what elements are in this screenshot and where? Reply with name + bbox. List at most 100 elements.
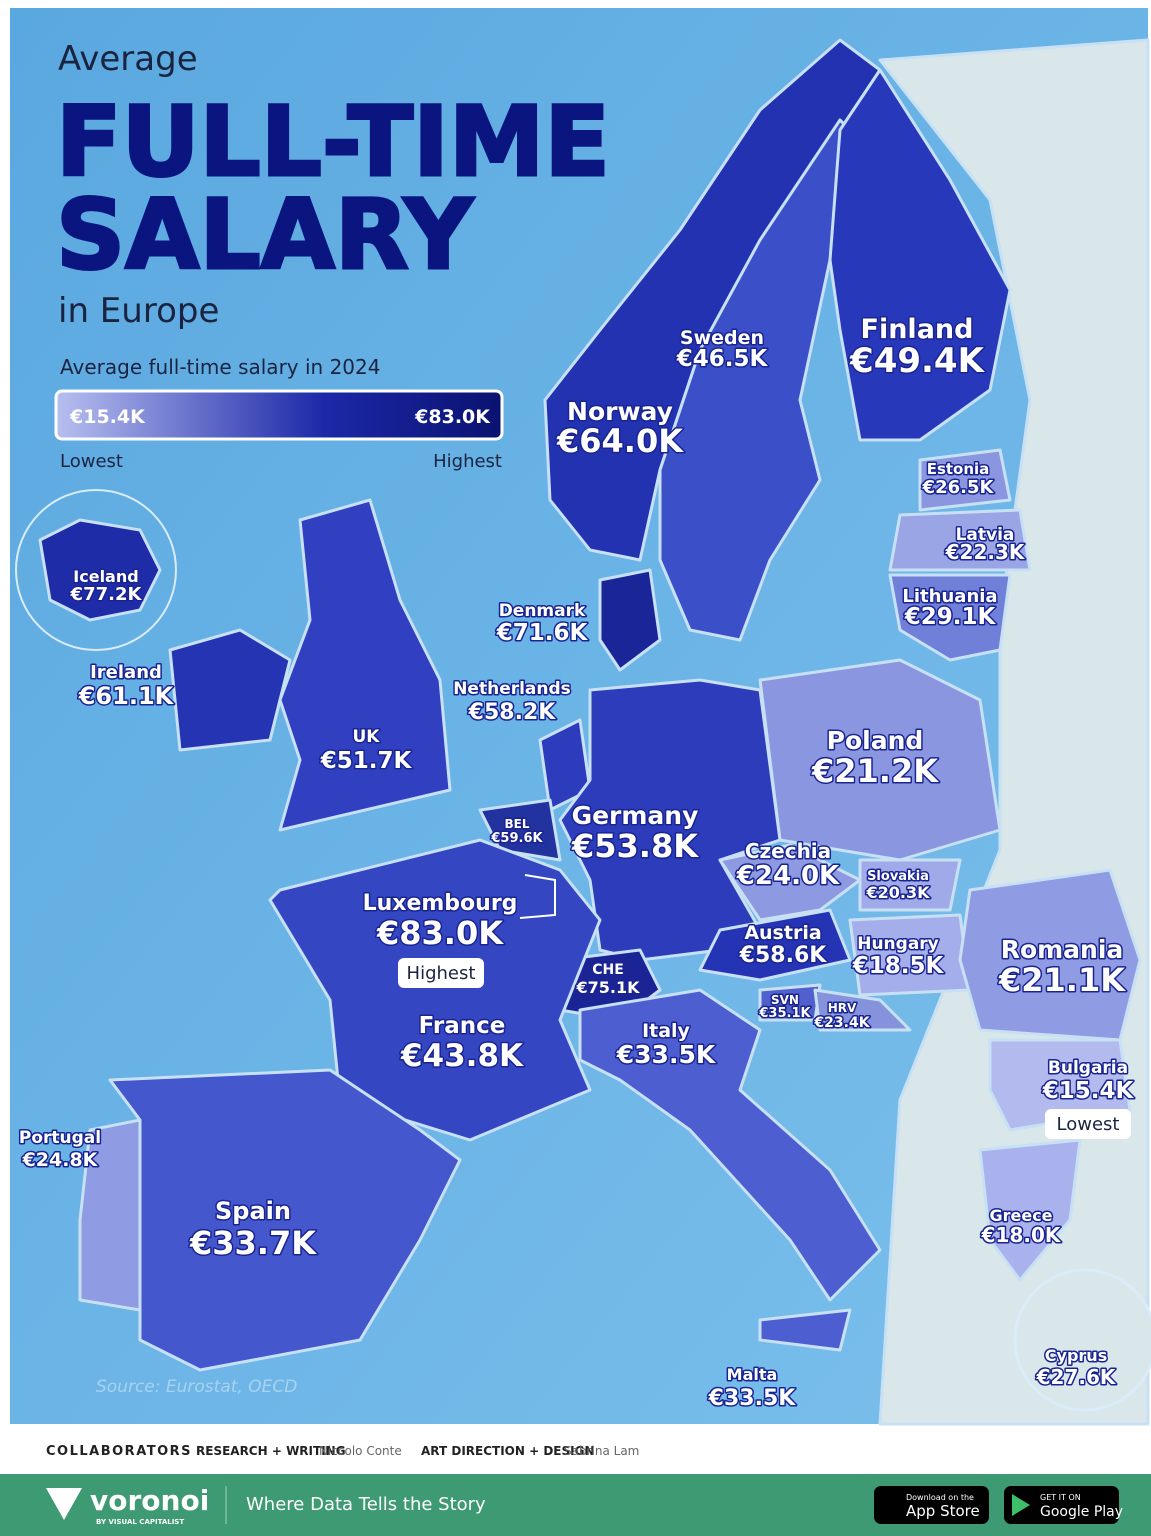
country-salary: €33.7K [189,1224,317,1262]
country-name: Finland [861,314,974,345]
country-name: UK [353,727,381,747]
spain [108,1068,462,1372]
tagline: Where Data Tells the Story [246,1494,486,1515]
credits-person: Niccolo Conte [319,1444,402,1458]
credits-role: ART DIRECTION + DESIGN [421,1444,594,1458]
country-name: Spain [215,1197,291,1225]
country-salary: €24.8K [22,1149,99,1171]
country-name: Norway [567,397,673,426]
play-big: Google Play [1040,1504,1123,1520]
google-play-button[interactable] [1004,1486,1119,1524]
austria [698,908,852,982]
iceland-inset [15,489,177,651]
denmark [598,568,662,672]
iceland [38,518,162,622]
kicker: Average [58,39,198,79]
country-name: Germany [572,801,699,830]
country-name: Poland [827,726,924,755]
country-name: Cyprus [1045,1346,1107,1365]
country-salary: €46.5K [676,346,769,372]
portugal [78,1118,142,1312]
country-name: Austria [744,922,821,944]
latvia [888,508,1032,572]
country-salary: €15.4K [1042,1078,1135,1104]
country-salary: €27.6K [1036,1365,1117,1389]
legend-bar [54,389,504,441]
badge-bg [398,958,484,988]
sicily [758,1308,852,1352]
map [15,38,1151,1426]
credits-label: COLLABORATORS [46,1444,192,1459]
legend-low: Lowest [60,451,123,472]
country-name: BEL [505,817,530,831]
play-small: GET IT ON [1040,1493,1081,1502]
country-name: Lithuania [902,586,997,607]
country-salary: €24.0K [736,861,840,891]
title-line: FULL-TIME [56,86,610,198]
uk [278,498,452,832]
title-line: SALARY [56,179,475,291]
badge-bg [1045,1109,1131,1139]
country-salary: €75.1K [575,978,640,997]
country-salary: €58.6K [739,943,828,968]
country-salary: €20.3K [865,883,930,902]
country-salary: €43.8K [400,1038,524,1074]
legend-max: €83.0K [414,406,491,428]
country-labels: Sweden€46.5K Finland€49.4K Norway€64.0K Est… [17,313,1136,1413]
country-salary: €64.0K [556,422,684,460]
play-icon [1012,1494,1030,1516]
country-name: CHE [592,962,624,978]
country-name: Czechia [745,839,831,863]
country-name: Malta [727,1365,778,1384]
country-salary: €59.6K [490,831,543,846]
app-big: App Store [906,1502,980,1520]
country-salary: €18.5K [852,953,945,979]
country-salary: €51.7K [320,748,413,774]
subtitle: in Europe [58,291,219,331]
badge-lowest: Lowest [1057,1114,1120,1135]
country-name: Italy [642,1020,690,1042]
czechia [718,843,862,922]
country-salary: €61.1K [78,682,175,710]
country-name: HRV [828,1001,857,1015]
leader-line [519,874,556,919]
estonia [918,448,1012,512]
country-salary: €33.5K [708,1386,797,1411]
country-salary: €77.2K [70,584,143,605]
country-name: France [419,1013,506,1039]
country-name: Slovakia [867,869,929,884]
brand: voronoi [90,1484,209,1517]
country-name: Romania [1001,935,1124,964]
slovenia [758,983,822,1022]
country-name: Sweden [680,327,764,349]
country-salary: €21.2K [811,752,939,790]
sweden [658,118,882,642]
country-name: Portugal [19,1128,101,1148]
country-salary: €58.2K [468,700,557,725]
logo-mark [46,1488,82,1520]
country-salary: €83.0K [376,914,504,952]
country-name: Hungary [857,934,939,954]
country-salary: €71.6K [496,620,589,646]
slovakia [858,858,962,912]
app-store-button[interactable] [874,1486,989,1524]
legend-min: €15.4K [69,406,146,428]
country-salary: €29.1K [904,604,997,630]
greece [978,1138,1082,1282]
credits-person: Sabrina Lam [564,1444,639,1458]
brand-sub: BY VISUAL CAPITALIST [96,1518,184,1526]
country-name: Denmark [499,601,586,621]
croatia [813,988,912,1032]
country-salary: €18.0K [981,1223,1062,1247]
country-salary: €26.5K [922,477,995,498]
country-salary: €35.1K [758,1006,811,1021]
country-salary: €23.4K [813,1015,870,1031]
country-name: Latvia [956,525,1015,545]
country-name: Iceland [73,567,138,586]
belgium [478,798,562,862]
country-salary: €53.8K [571,827,699,865]
lithuania [888,573,1012,662]
ireland [168,628,292,752]
